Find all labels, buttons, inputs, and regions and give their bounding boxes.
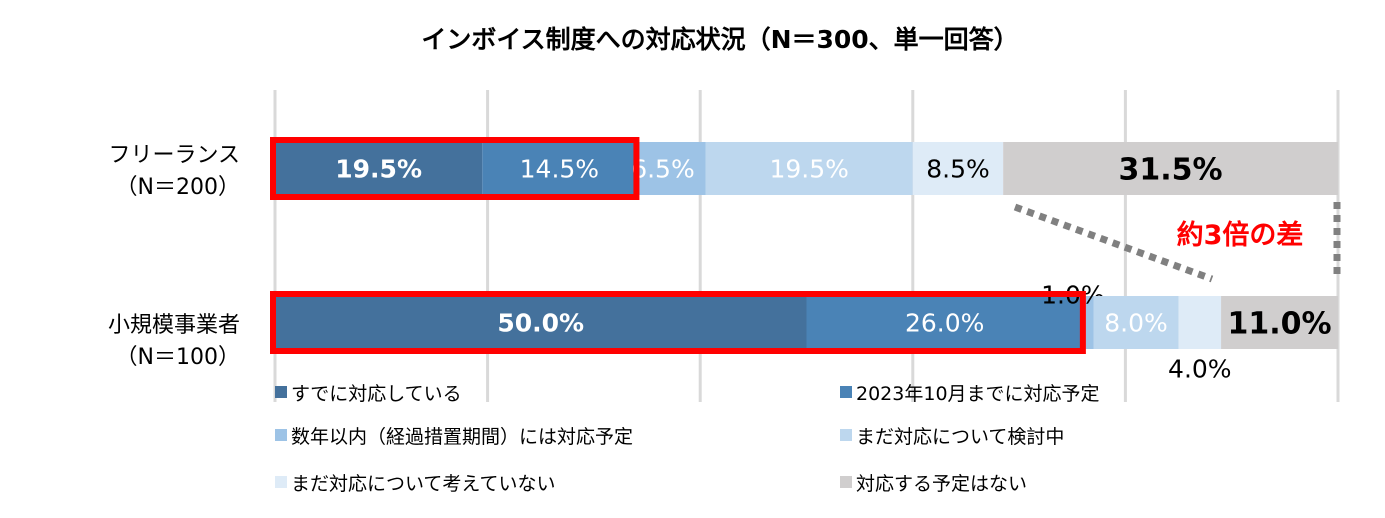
chart-title: インボイス制度への対応状況（N＝300、単一回答） xyxy=(421,25,1018,54)
highlight-box xyxy=(270,291,1086,354)
legend-item: まだ対応について考えていない xyxy=(275,473,555,495)
category-label: （N＝200） xyxy=(116,175,240,200)
bar-segment xyxy=(806,296,1083,349)
data-label: 19.5% xyxy=(335,155,422,184)
legend-swatch xyxy=(275,386,287,398)
bar-segment xyxy=(275,142,483,195)
data-label: 50.0% xyxy=(497,309,584,338)
legend-item: 数年以内（経過措置期間）には対応予定 xyxy=(275,426,633,448)
data-label: 8.5% xyxy=(926,155,990,184)
legend-swatch xyxy=(275,429,287,441)
legend-label: 数年以内（経過措置期間）には対応予定 xyxy=(291,426,633,448)
legend-swatch xyxy=(840,476,852,488)
data-label: 19.5% xyxy=(769,155,848,184)
legend-swatch xyxy=(275,476,287,488)
data-label: 11.0% xyxy=(1227,306,1331,341)
category-label: フリーランス xyxy=(108,143,240,168)
data-label: 8.0% xyxy=(1104,309,1168,338)
bar-segment xyxy=(275,296,807,349)
bar-segment xyxy=(1178,296,1222,349)
legend-swatch xyxy=(840,386,852,398)
bar-segment xyxy=(912,142,1004,195)
bar-segment xyxy=(1221,296,1338,349)
legend-swatch xyxy=(840,429,852,441)
data-label: 14.5% xyxy=(520,155,599,184)
annotation-label: 約3倍の差 xyxy=(1177,219,1304,251)
data-label: 6.5% xyxy=(631,155,695,184)
bar-segment xyxy=(1082,296,1094,349)
legend-label: まだ対応について検討中 xyxy=(856,426,1064,448)
comparison-dotted-line xyxy=(1013,203,1214,283)
legend-item: すでに対応している xyxy=(275,383,462,405)
legend-label: 対応する予定はない xyxy=(856,473,1027,495)
bar-segment xyxy=(1093,296,1179,349)
legend-item: 対応する予定はない xyxy=(840,473,1027,495)
category-label: （N＝100） xyxy=(116,345,240,370)
legend-label: すでに対応している xyxy=(291,383,462,405)
data-label: 4.0% xyxy=(1168,355,1232,384)
legend-label: まだ対応について考えていない xyxy=(291,473,555,495)
highlight-box xyxy=(270,137,640,200)
legend-item: まだ対応について検討中 xyxy=(840,426,1064,448)
data-label: 26.0% xyxy=(905,309,984,338)
bar-segment xyxy=(705,142,913,195)
bar-segment xyxy=(1003,142,1338,195)
bar-segment xyxy=(482,142,637,195)
legend-label: 2023年10月までに対応予定 xyxy=(856,383,1100,405)
bar-segment xyxy=(636,142,706,195)
data-label: 31.5% xyxy=(1119,152,1223,187)
category-label: 小規模事業者 xyxy=(108,313,240,338)
legend-item: 2023年10月までに対応予定 xyxy=(840,383,1100,405)
